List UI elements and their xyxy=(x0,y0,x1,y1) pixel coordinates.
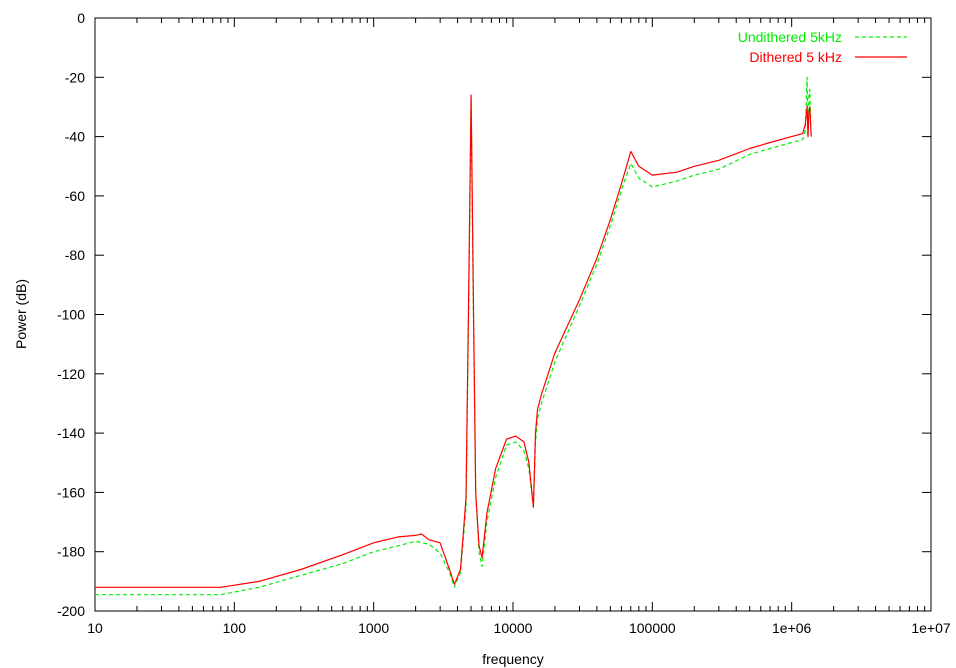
y-tick-label: -180 xyxy=(57,544,85,560)
y-tick-label: -120 xyxy=(57,366,85,382)
y-tick-label: -140 xyxy=(57,425,85,441)
x-tick-label: 1e+07 xyxy=(911,620,951,636)
plot-frame xyxy=(94,17,932,612)
x-tick-label: 10000 xyxy=(494,620,533,636)
y-tick-label: -20 xyxy=(65,69,85,85)
y-tick-label: -40 xyxy=(65,129,85,145)
legend-label: Undithered 5kHz xyxy=(738,29,842,45)
y-tick-label: -100 xyxy=(57,307,85,323)
x-tick-label: 100000 xyxy=(629,620,676,636)
series-line-2 xyxy=(95,94,812,588)
series-layer xyxy=(95,76,812,596)
y-tick-label: -80 xyxy=(65,247,85,263)
x-tick-label: 1e+06 xyxy=(772,620,812,636)
legend-label: Dithered 5 kHz xyxy=(749,49,842,65)
y-axis-label: Power (dB) xyxy=(13,279,29,349)
x-tick-label: 100 xyxy=(223,620,247,636)
series-line-1 xyxy=(95,76,812,596)
y-tick-label: -60 xyxy=(65,188,85,204)
y-tick-label: -200 xyxy=(57,603,85,619)
x-tick-label: 10 xyxy=(87,620,103,636)
x-axis-label: frequency xyxy=(482,651,543,667)
y-tick-label: -160 xyxy=(57,484,85,500)
x-tick-label: 1000 xyxy=(358,620,389,636)
legend: Undithered 5kHz Dithered 5 kHz xyxy=(738,29,907,65)
y-tick-label: 0 xyxy=(77,10,85,26)
axis-tick-labels: 10 100 1000 10000 100000 1e+06 1e+07 0 -20 -40 -60… xyxy=(57,10,951,636)
axis-ticks xyxy=(94,17,932,612)
